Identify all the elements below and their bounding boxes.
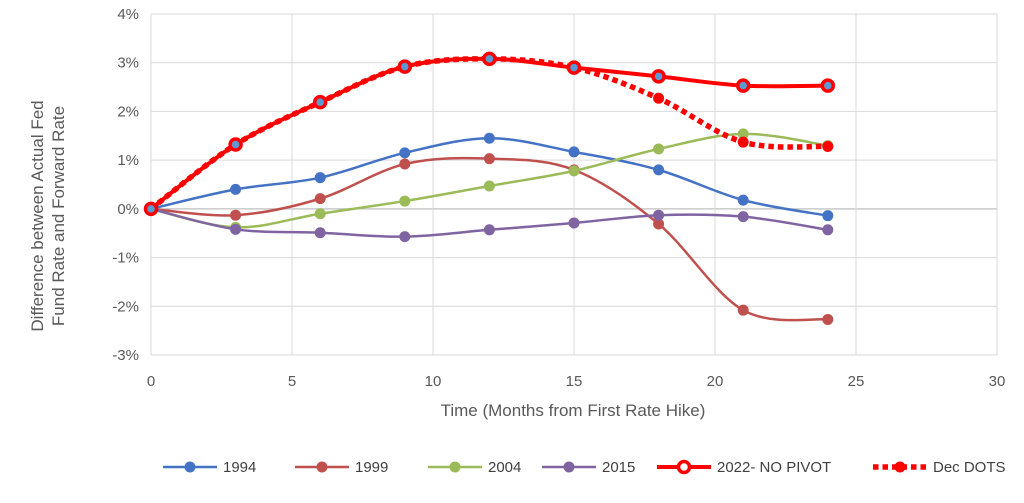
series-layer — [143, 51, 836, 325]
data-point — [651, 69, 666, 84]
y-axis-ticks: -3% -2% -1% 0% 1% 2% 3% 4% — [112, 6, 139, 364]
legend-item: 1999 — [295, 459, 388, 476]
series-2004 — [145, 128, 834, 233]
data-point — [653, 164, 665, 176]
x-tick-label: 20 — [707, 373, 724, 390]
legend-item: 2015 — [542, 459, 635, 476]
y-axis-title-line1: Difference between Actual Fed — [28, 100, 47, 331]
data-point — [483, 132, 495, 144]
data-point — [399, 158, 411, 170]
legend-marker — [449, 461, 461, 473]
y-tick-label: 1% — [117, 152, 139, 169]
data-point — [820, 78, 836, 93]
data-point — [312, 94, 328, 110]
x-axis-title: Time (Months from First Rate Hike) — [441, 401, 706, 420]
data-point — [230, 183, 242, 195]
series-2015 — [145, 203, 834, 243]
data-point — [735, 78, 751, 93]
legend-marker — [316, 461, 328, 473]
legend-label: Dec DOTS — [933, 459, 1006, 476]
data-point — [483, 180, 495, 192]
legend-label: 2022- NO PIVOT — [717, 459, 831, 476]
legend-item: Dec DOTS — [873, 459, 1006, 476]
data-point — [653, 218, 665, 230]
data-point — [483, 224, 495, 236]
legend-label: 1999 — [355, 459, 388, 476]
data-point — [399, 147, 411, 159]
y-axis-title-line2: Fund Rate and Forward Rate — [49, 106, 68, 326]
series-line — [150, 136, 829, 217]
data-point — [822, 313, 834, 325]
legend-label: 2015 — [602, 459, 635, 476]
series-1994 — [145, 132, 834, 222]
y-tick-label: -2% — [112, 298, 139, 315]
data-point — [314, 227, 326, 239]
data-point — [822, 224, 834, 236]
legend-marker — [894, 461, 906, 473]
data-point — [737, 211, 749, 223]
legend-label: 2004 — [488, 459, 521, 476]
series-2022-no-pivot — [143, 51, 836, 217]
y-tick-label: 4% — [117, 6, 139, 23]
data-point — [737, 304, 749, 316]
y-tick-label: 2% — [117, 103, 139, 120]
data-point — [314, 208, 326, 220]
x-tick-label: 10 — [425, 373, 442, 390]
legend-marker — [676, 459, 692, 475]
x-tick-label: 25 — [848, 373, 865, 390]
data-point — [399, 195, 411, 207]
x-tick-label: 0 — [147, 373, 155, 390]
data-point — [483, 153, 495, 165]
data-point — [653, 143, 665, 155]
y-tick-label: 3% — [117, 55, 139, 72]
legend-marker — [563, 461, 575, 473]
data-point — [568, 146, 580, 158]
legend-item: 2022- NO PIVOT — [657, 459, 831, 476]
data-point — [822, 141, 834, 153]
series-1999 — [145, 153, 834, 325]
y-tick-label: -3% — [112, 347, 139, 364]
data-point — [568, 217, 580, 229]
data-point — [399, 231, 411, 243]
data-point — [737, 128, 749, 140]
x-tick-label: 15 — [566, 373, 583, 390]
data-point — [822, 210, 834, 222]
data-point — [653, 92, 665, 104]
data-point — [230, 223, 242, 235]
x-tick-label: 30 — [989, 373, 1006, 390]
data-point — [230, 209, 242, 221]
data-point — [737, 194, 749, 206]
data-point — [482, 51, 497, 67]
data-point — [314, 193, 326, 205]
legend-marker — [184, 461, 196, 473]
data-point — [314, 172, 326, 184]
data-point — [737, 136, 749, 148]
x-tick-label: 5 — [288, 373, 296, 390]
legend-item: 1994 — [163, 459, 256, 476]
y-tick-label: 0% — [117, 201, 139, 218]
y-tick-label: -1% — [112, 250, 139, 267]
x-axis-ticks: 0 5 10 15 20 25 30 — [147, 373, 1006, 390]
legend: 1994 1999 2004 2015 2022- NO PIVOT Dec DOTS — [163, 459, 1006, 476]
data-point — [228, 137, 243, 152]
data-point — [568, 165, 580, 177]
data-point — [653, 209, 665, 221]
data-point — [397, 59, 413, 74]
data-point — [143, 201, 159, 217]
legend-label: 1994 — [223, 459, 256, 476]
legend-item: 2004 — [428, 459, 521, 476]
data-point — [566, 60, 582, 75]
